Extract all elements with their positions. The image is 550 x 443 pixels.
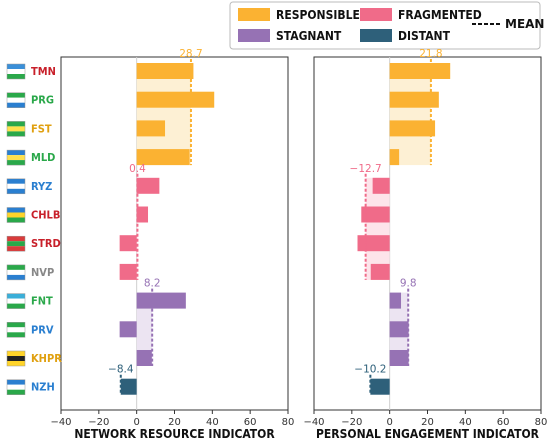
row-label-fst: FST	[31, 122, 52, 135]
row-label-strd: STRD	[31, 237, 61, 250]
legend-swatch-distant	[360, 29, 392, 42]
mean-label-stagnant: 9.8	[400, 278, 417, 290]
x-tick-label: −40	[303, 417, 324, 428]
bar-MLD	[389, 149, 400, 166]
bar-KHPR	[389, 350, 409, 366]
flag-icon-chlb	[6, 207, 26, 223]
mean-label-responsible: 21.8	[419, 48, 442, 60]
row-labels: TMN PRG FST MLD RYZ CHLB STRD NVP FNT PRV KHPR NZH	[6, 63, 62, 395]
mean-label-responsible: 28.7	[179, 48, 202, 60]
legend-label-fragmented: FRAGMENTED	[398, 8, 482, 22]
bar-PRV	[119, 321, 137, 338]
bar-TMN	[389, 63, 451, 79]
x-tick-label: 40	[459, 417, 472, 428]
x-tick-label: 40	[206, 417, 219, 428]
row-label-ryz: RYZ	[31, 180, 52, 193]
flag-icon-khpr	[6, 350, 26, 367]
bar-PRV	[389, 321, 409, 338]
bar-NZH	[370, 378, 390, 395]
mean-band-responsible	[389, 63, 431, 166]
bar-TMN	[136, 63, 194, 79]
flag-icon-fst	[6, 121, 26, 137]
x-tick-label: −40	[50, 417, 71, 428]
row-label-nvp: NVP	[31, 266, 54, 279]
bar-STRD	[119, 235, 137, 252]
legend-label-mean: MEAN	[505, 17, 544, 31]
x-tick-label: −20	[88, 417, 109, 428]
flag-icon-tmn	[6, 63, 26, 80]
row-label-khpr: KHPR	[31, 352, 62, 365]
bar-STRD	[357, 235, 390, 252]
legend-swatch-stagnant	[238, 29, 270, 42]
bar-RYZ	[372, 177, 390, 194]
x-tick-label: 20	[421, 417, 434, 428]
legend-label-distant: DISTANT	[398, 29, 451, 43]
x-axis-label: NETWORK RESOURCE INDICATOR	[74, 427, 275, 441]
x-tick-label: 60	[497, 417, 510, 428]
bar-FST	[389, 120, 436, 137]
legend-label-responsible: RESPONSIBLE	[276, 8, 360, 22]
bar-CHLB	[136, 206, 149, 223]
row-label-fnt: FNT	[31, 295, 53, 308]
flag-icon-prg	[6, 92, 26, 108]
legend-frame	[229, 1, 541, 50]
panel-2: 21.8 −12.7 9.8 −10.2 −40 −20 0 20 40 60 80PERSONAL…	[303, 48, 547, 441]
flag-icon-fnt	[6, 293, 26, 309]
mean-band-fragmented	[365, 177, 390, 280]
x-tick-label: 0	[133, 417, 139, 428]
bar-RYZ	[136, 177, 160, 194]
mean-label-stagnant: 8.2	[144, 278, 161, 290]
bar-PRG	[136, 91, 215, 108]
x-tick-label: 80	[282, 417, 295, 428]
row-label-tmn: TMN	[31, 65, 56, 78]
flag-icon-strd	[6, 235, 26, 252]
bar-NVP	[119, 263, 137, 280]
row-label-prv: PRV	[31, 323, 54, 336]
flag-icon-ryz	[6, 178, 26, 195]
mean-band-stagnant	[136, 292, 153, 366]
x-tick-label: 60	[244, 417, 257, 428]
flag-icon-prv	[6, 322, 26, 338]
bar-PRG	[389, 91, 439, 108]
x-tick-label: 20	[168, 417, 181, 428]
mean-label-distant: −10.2	[354, 364, 386, 376]
mean-label-fragmented: −12.7	[350, 163, 382, 175]
row-label-nzh: NZH	[31, 381, 55, 394]
bar-FNT	[136, 292, 186, 309]
row-label-chlb: CHLB	[31, 209, 60, 222]
row-label-prg: PRG	[31, 94, 54, 107]
bar-KHPR	[136, 350, 152, 366]
flag-icon-nzh	[6, 379, 26, 395]
bar-MLD	[136, 149, 190, 166]
legend-swatch-responsible	[238, 8, 270, 21]
bar-NZH	[120, 378, 137, 395]
x-tick-label: 0	[386, 417, 392, 428]
flag-icon-mld	[6, 149, 26, 166]
x-axis-label: PERSONAL ENGAGEMENT INDICATOR	[316, 427, 540, 441]
bar-FST	[136, 120, 166, 137]
bar-FNT	[389, 292, 402, 309]
mean-label-distant: −8.4	[108, 364, 134, 376]
panel-1: 28.7 0.4 8.2 −8.4 −40 −20 0 20 40 60 80 NETWORK RES…	[50, 48, 294, 441]
flag-icon-nvp	[6, 264, 26, 281]
mean-label-fragmented: 0.4	[129, 163, 146, 175]
bar-CHLB	[361, 206, 390, 223]
x-tick-label: 80	[535, 417, 548, 428]
row-label-mld: MLD	[31, 151, 55, 164]
bar-NVP	[370, 263, 390, 280]
legend-label-stagnant: STAGNANT	[276, 29, 342, 43]
mean-band-responsible	[136, 63, 191, 166]
legend-swatch-fragmented	[360, 8, 392, 21]
x-tick-label: −20	[341, 417, 362, 428]
